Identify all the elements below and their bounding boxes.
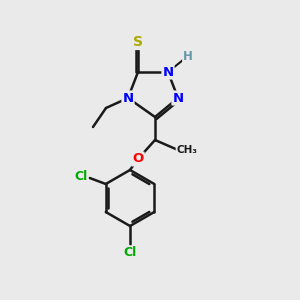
Text: N: N [162,65,174,79]
Text: S: S [133,35,143,49]
Text: Cl: Cl [74,170,87,184]
Text: O: O [132,152,144,166]
Text: H: H [183,50,193,62]
Text: CH₃: CH₃ [176,145,197,155]
Text: Cl: Cl [123,247,136,260]
Text: N: N [122,92,134,104]
Text: N: N [172,92,184,104]
